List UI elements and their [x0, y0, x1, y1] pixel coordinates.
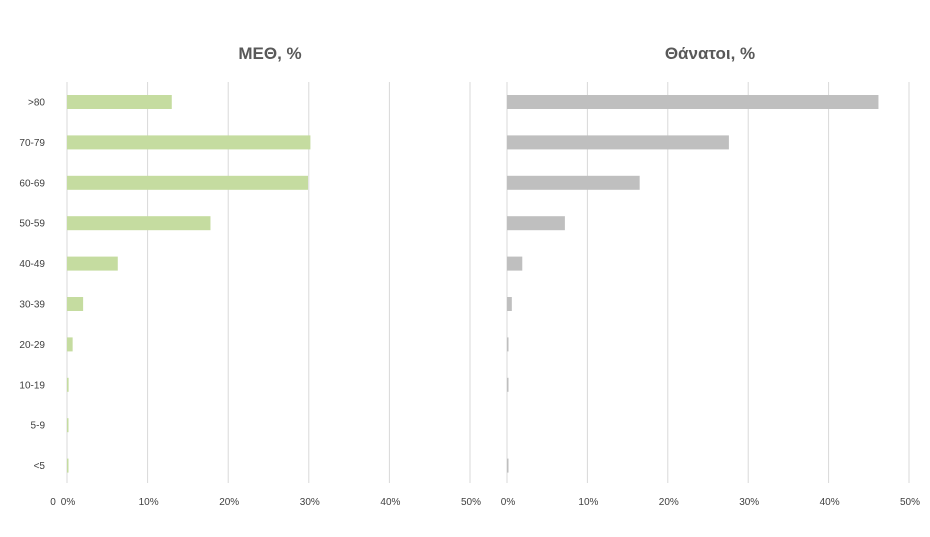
- panel-2-x-tick-label: 20%: [659, 497, 679, 508]
- panel-1-bar-0: [67, 95, 172, 109]
- panel-1-bar-5: [67, 297, 84, 311]
- panel-1-bar-3: [67, 216, 211, 231]
- category-label: 10-19: [19, 380, 45, 391]
- panel-1-bar-4: [67, 256, 118, 271]
- category-label: <5: [34, 461, 46, 472]
- category-label: 70-79: [19, 138, 45, 149]
- panel-2-bar-1: [507, 135, 729, 150]
- panel-2-bar-0: [507, 95, 879, 109]
- category-label: >80: [28, 98, 45, 109]
- category-label: 30-39: [19, 300, 45, 311]
- panel-1-x-tick-label: 30%: [300, 497, 320, 508]
- panel-1-chart-title: ΜΕΘ, %: [238, 44, 301, 63]
- panel-1-bar-9: [67, 458, 69, 473]
- panel-2-x-tick-label: 50%: [900, 497, 920, 508]
- panel-2-bar-7: [507, 377, 509, 392]
- panel-2-bar-4: [507, 256, 523, 271]
- panel-1-x-tick-label: 50%: [461, 497, 481, 508]
- category-label: 50-59: [19, 219, 45, 230]
- panel-1-bar-2: [67, 175, 308, 190]
- panel-1-bar-8: [67, 418, 69, 433]
- panel-2-bar-9: [507, 458, 509, 473]
- panel-1-bar-1: [67, 135, 311, 150]
- panel-1-origin-label: 0: [50, 497, 56, 508]
- category-label: 20-29: [19, 340, 45, 351]
- panel-2-chart-title: Θάνατοι, %: [665, 44, 755, 63]
- panel-1-x-tick-label: 10%: [139, 497, 159, 508]
- panel-2-bar-6: [507, 337, 509, 352]
- panel-2-bar-2: [507, 175, 640, 190]
- panel-1-x-tick-label: 20%: [219, 497, 239, 508]
- category-label: 60-69: [19, 178, 45, 189]
- category-label: 5-9: [31, 421, 46, 432]
- panel-2-x-tick-label: 10%: [578, 497, 598, 508]
- panel-1-x-tick-label: 0%: [61, 497, 76, 508]
- panel-2-bar-3: [507, 216, 565, 231]
- panel-1-bar-7: [67, 377, 69, 392]
- panel-2-x-tick-label: 0%: [501, 497, 516, 508]
- category-label: 40-49: [19, 259, 45, 270]
- panel-2-bar-5: [507, 297, 512, 311]
- panel-1-x-tick-label: 40%: [380, 497, 400, 508]
- panel-2-x-tick-label: 30%: [739, 497, 759, 508]
- panel-2-x-tick-label: 40%: [820, 497, 840, 508]
- panel-1-bar-6: [67, 337, 73, 352]
